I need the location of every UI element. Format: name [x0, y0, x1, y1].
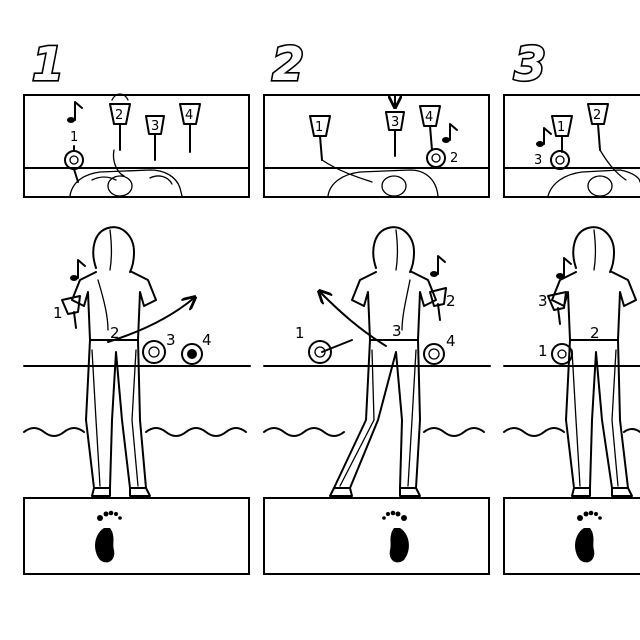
music-note-icon [70, 259, 86, 281]
bell-label: 3 [151, 119, 159, 134]
direction-arrow-icon [107, 298, 194, 343]
bell-label: 2 [593, 108, 601, 123]
person-label: 2 [446, 292, 456, 310]
handbell-icon [145, 115, 165, 161]
handbell-icon [64, 145, 84, 183]
bell-label: 3 [534, 153, 542, 168]
bell-label: 1 [557, 120, 565, 135]
person-label: 2 [110, 324, 120, 342]
bell-label: 2 [115, 108, 123, 123]
top-view: 1 2 3 4 [23, 93, 250, 198]
handbell-icon [551, 115, 573, 153]
bell-label: 4 [185, 108, 193, 123]
top-view: 1 3 4 2 [263, 94, 490, 198]
handbell-icon [181, 343, 203, 365]
handbell-icon [179, 103, 201, 153]
person-label: 1 [295, 324, 305, 342]
person-label: 1 [538, 342, 548, 360]
music-note-icon [536, 127, 552, 147]
person-label: 3 [392, 322, 402, 340]
ringer-figure [61, 226, 194, 497]
handbell-icon [426, 148, 446, 168]
step-number: 2 [272, 37, 304, 91]
footprint-icon [382, 510, 409, 563]
person-label: 3 [538, 292, 548, 310]
handbell-icon [309, 115, 331, 161]
bell-label: 4 [425, 110, 433, 125]
handbell-icon [587, 103, 609, 151]
handbell-icon [551, 343, 573, 365]
step-number: 1 [32, 37, 64, 91]
music-note-icon [67, 101, 83, 123]
music-note-icon [430, 255, 446, 277]
handbell-icon [308, 340, 332, 364]
bell-label: 2 [450, 151, 458, 166]
footprint-icon [575, 510, 602, 563]
bell-label: 3 [391, 115, 399, 130]
music-note-icon [442, 123, 458, 143]
panel-1: 1 1 [23, 35, 251, 575]
person-label: 1 [53, 304, 63, 322]
handbell-icon [419, 105, 441, 151]
panel-2: 2 1 3 4 [263, 35, 491, 575]
step-number: 3 [514, 37, 546, 91]
panel-3: 3 3 1 2 [503, 35, 640, 575]
handbell-icon [385, 111, 405, 157]
ringer-figure [320, 226, 447, 497]
bell-label: 1 [70, 130, 78, 145]
direction-arrow-icon [320, 292, 387, 347]
person-label: 3 [166, 331, 176, 349]
handbell-icon [423, 343, 445, 365]
person-label: 4 [446, 332, 456, 350]
music-note-icon [556, 257, 572, 279]
bell-label: 1 [315, 120, 323, 135]
handbell-icon [142, 340, 166, 364]
handbell-icon [550, 150, 570, 170]
person-label: 2 [590, 324, 600, 342]
ringer-figure [547, 226, 637, 497]
footprint-icon [95, 510, 122, 563]
top-view: 3 1 2 [503, 94, 640, 198]
person-label: 4 [202, 331, 212, 349]
handbell-icon [109, 93, 131, 151]
